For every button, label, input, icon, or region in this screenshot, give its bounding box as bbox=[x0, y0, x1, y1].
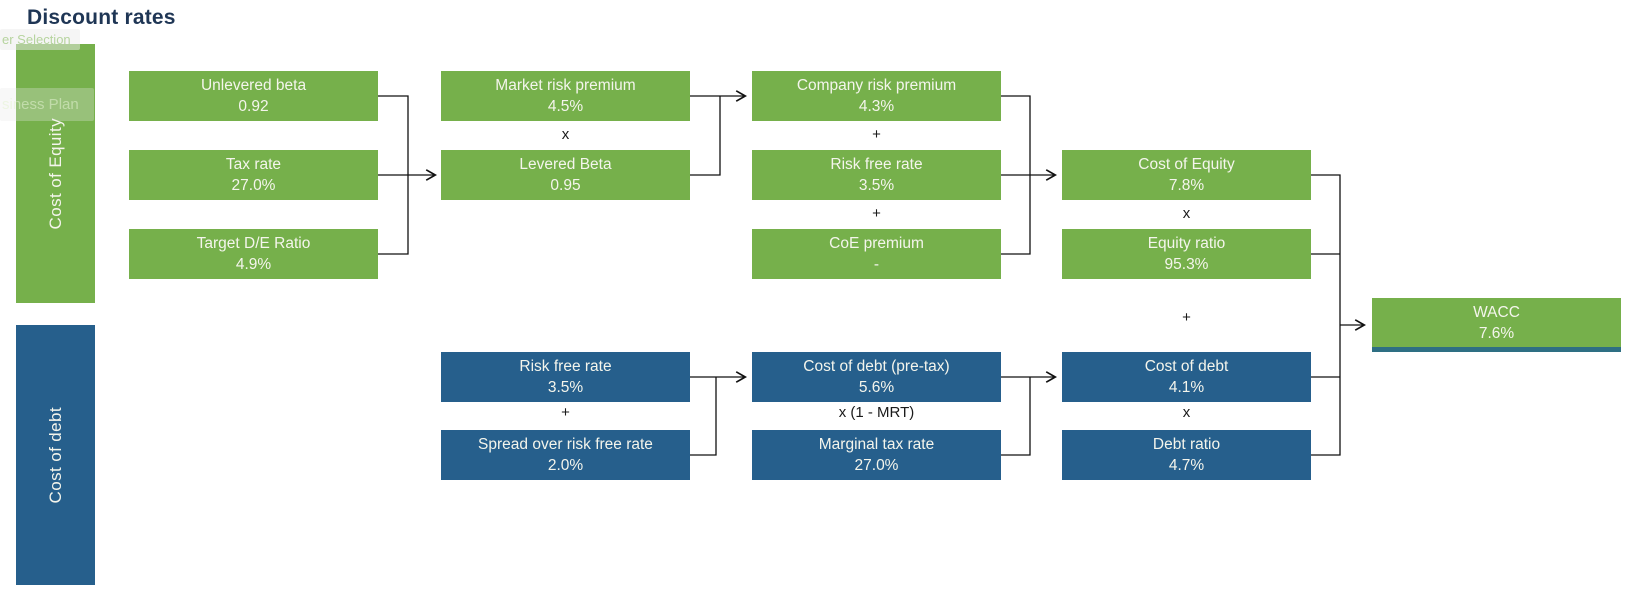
node-label: Company risk premium bbox=[796, 77, 957, 94]
node-market-risk-premium: Market risk premium 4.5% bbox=[441, 71, 690, 121]
operator-plus: + bbox=[872, 205, 881, 222]
node-label: Risk free rate bbox=[519, 358, 612, 375]
wire-debt2-bracket bbox=[1001, 377, 1031, 456]
node-wacc: WACC 7.6% bbox=[1372, 298, 1621, 352]
operator-plus: + bbox=[561, 404, 570, 421]
node-label: Target D/E Ratio bbox=[196, 235, 311, 252]
node-value: 27.0% bbox=[854, 457, 899, 474]
node-value: 2.0% bbox=[547, 457, 584, 474]
node-value: 0.92 bbox=[238, 98, 269, 115]
node-unlevered-beta: Unlevered beta 0.92 bbox=[129, 71, 378, 121]
operator-multiply: x bbox=[561, 126, 570, 143]
node-cost-of-debt: Cost of debt 4.1% bbox=[1062, 352, 1311, 402]
operator-plus: + bbox=[872, 126, 881, 143]
node-target-de-ratio: Target D/E Ratio 4.9% bbox=[129, 229, 378, 279]
node-label: Cost of Equity bbox=[1138, 156, 1235, 173]
node-label: Cost of debt bbox=[1144, 358, 1229, 375]
node-spread-over-risk-free-rate: Spread over risk free rate 2.0% bbox=[441, 430, 690, 480]
wire-final-bracket bbox=[1311, 174, 1341, 456]
node-debt-ratio: Debt ratio 4.7% bbox=[1062, 430, 1311, 480]
node-label: Unlevered beta bbox=[200, 77, 307, 94]
node-value: 5.6% bbox=[858, 379, 895, 396]
node-label: Debt ratio bbox=[1152, 436, 1221, 453]
sidebar-cost-of-equity-band: Cost of Equity bbox=[16, 44, 95, 303]
node-equity-ratio: Equity ratio 95.3% bbox=[1062, 229, 1311, 279]
node-value: 0.95 bbox=[550, 177, 581, 194]
node-label: Market risk premium bbox=[495, 77, 636, 94]
node-risk-free-rate-equity: Risk free rate 3.5% bbox=[752, 150, 1001, 200]
node-value: 95.3% bbox=[1164, 256, 1209, 273]
node-risk-free-rate-debt: Risk free rate 3.5% bbox=[441, 352, 690, 402]
operator-multiply: x bbox=[1182, 205, 1191, 222]
node-label: Cost of debt (pre-tax) bbox=[803, 358, 950, 375]
node-label: Tax rate bbox=[225, 156, 282, 173]
sidebar-cost-of-equity-label: Cost of Equity bbox=[45, 117, 65, 230]
wire-debt1-bracket bbox=[690, 377, 717, 456]
node-value: 3.5% bbox=[547, 379, 584, 396]
node-marginal-tax-rate: Marginal tax rate 27.0% bbox=[752, 430, 1001, 480]
page-title: Discount rates bbox=[27, 6, 176, 29]
operator-multiply: x bbox=[1182, 404, 1191, 421]
node-value: 27.0% bbox=[231, 177, 276, 194]
node-label: Levered Beta bbox=[519, 156, 612, 173]
node-cost-of-equity: Cost of Equity 7.8% bbox=[1062, 150, 1311, 200]
node-value: 4.9% bbox=[235, 256, 272, 273]
operator-multiply-one-minus-mrt: x (1 - MRT) bbox=[838, 404, 915, 421]
sidebar-cost-of-debt-band: Cost of debt bbox=[16, 325, 95, 585]
node-value: 4.1% bbox=[1168, 379, 1205, 396]
node-value: 4.5% bbox=[547, 98, 584, 115]
node-levered-beta: Levered Beta 0.95 bbox=[441, 150, 690, 200]
node-label: CoE premium bbox=[829, 235, 924, 252]
node-value: - bbox=[873, 256, 880, 273]
node-value: 4.7% bbox=[1168, 457, 1205, 474]
node-label: Spread over risk free rate bbox=[478, 436, 653, 453]
node-label: Equity ratio bbox=[1147, 235, 1226, 252]
node-cost-of-debt-pretax: Cost of debt (pre-tax) 5.6% bbox=[752, 352, 1001, 402]
node-label: Marginal tax rate bbox=[818, 436, 935, 453]
node-label: WACC bbox=[1473, 303, 1520, 321]
operator-plus: + bbox=[1182, 309, 1191, 326]
node-value: 3.5% bbox=[858, 177, 895, 194]
node-label: Risk free rate bbox=[830, 156, 923, 173]
wire-col2-bracket bbox=[690, 96, 721, 176]
node-value: 4.3% bbox=[858, 98, 895, 115]
node-coe-premium: CoE premium - bbox=[752, 229, 1001, 279]
node-company-risk-premium: Company risk premium 4.3% bbox=[752, 71, 1001, 121]
node-value: 7.8% bbox=[1168, 177, 1205, 194]
node-value: 7.6% bbox=[1478, 324, 1515, 342]
sidebar-cost-of-debt-label: Cost of debt bbox=[45, 406, 65, 504]
node-tax-rate: Tax rate 27.0% bbox=[129, 150, 378, 200]
